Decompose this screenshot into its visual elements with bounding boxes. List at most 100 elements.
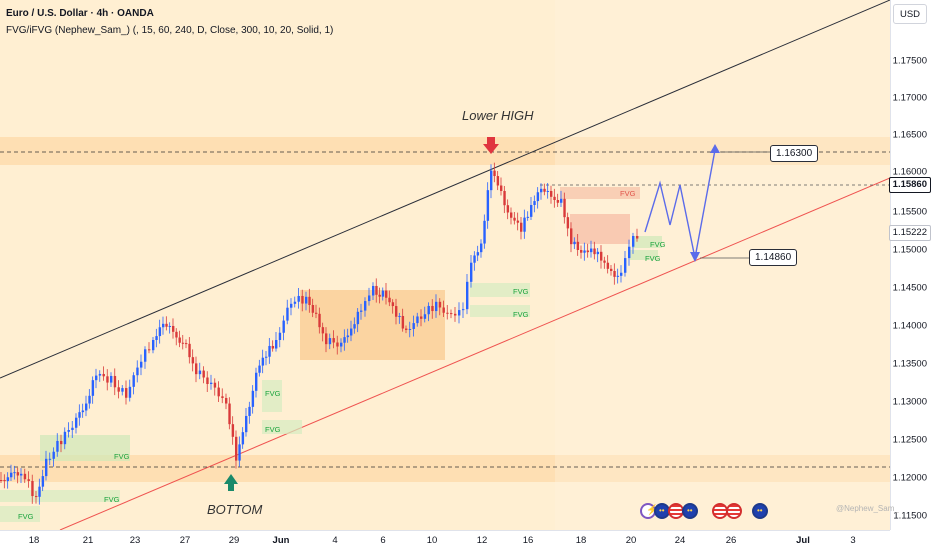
- bottom-arrow-head: [224, 474, 238, 484]
- candle-body: [261, 357, 265, 366]
- candle-body: [168, 325, 172, 327]
- candle-body: [305, 296, 308, 304]
- lower-high-arrow-stem: [487, 137, 495, 144]
- bottom-label: BOTTOM: [207, 502, 263, 517]
- candle-body: [381, 290, 385, 297]
- candle-body: [435, 301, 438, 312]
- price-tick: 1.16000: [892, 166, 927, 178]
- symbol-title[interactable]: Euro / U.S. Dollar · 4h · OANDA: [6, 8, 154, 19]
- candle-body: [375, 285, 378, 295]
- candle-body: [255, 372, 258, 391]
- candle-body: [241, 432, 245, 445]
- candle-body: [45, 458, 48, 477]
- time-tick: 18: [575, 535, 587, 546]
- candle-body: [466, 281, 469, 310]
- candle-body: [278, 332, 282, 340]
- eu-flag-icon[interactable]: ••: [682, 503, 698, 519]
- candle-body: [198, 370, 202, 375]
- currency-button[interactable]: USD: [893, 4, 927, 24]
- chart-plot-area[interactable]: [0, 0, 890, 530]
- candle-body: [540, 188, 543, 193]
- candle-body: [188, 343, 191, 358]
- candle-body: [121, 388, 124, 392]
- candle-body: [473, 255, 476, 263]
- candle-body: [458, 310, 461, 316]
- candle-body: [321, 327, 325, 334]
- candle-body: [606, 262, 610, 269]
- candle-body: [308, 296, 311, 305]
- candle-body: [102, 373, 105, 377]
- candle-body: [624, 258, 627, 273]
- candle-body: [438, 301, 442, 308]
- candle-body: [391, 302, 395, 307]
- projection-area: [555, 0, 890, 530]
- fvg-box: [470, 305, 530, 317]
- candle-body: [486, 190, 490, 221]
- candle-body: [493, 170, 496, 177]
- eu-flag-icon[interactable]: ••: [752, 503, 768, 519]
- candle-body: [325, 333, 328, 345]
- price-axis[interactable]: 1.17500 1.17000 1.16500 1.16000 1.15500 …: [888, 0, 932, 530]
- candle-body: [343, 337, 346, 343]
- candle-body: [583, 250, 586, 253]
- candle-body: [510, 212, 513, 218]
- candle-body: [95, 375, 98, 381]
- fvg-label: FVG: [114, 452, 130, 461]
- fvg-label: FVG: [513, 310, 529, 319]
- chart-svg[interactable]: [0, 0, 890, 530]
- candle-body: [632, 235, 635, 247]
- candle-body: [231, 424, 235, 437]
- candle-body: [442, 307, 445, 313]
- candle-body: [454, 313, 457, 316]
- candle-body: [106, 376, 109, 383]
- resistance-zone: [0, 137, 890, 165]
- candle-body: [346, 335, 350, 338]
- fvg-label: FVG: [265, 425, 281, 434]
- time-tick: 18: [28, 535, 40, 546]
- support-price-label[interactable]: 1.14860: [749, 249, 798, 266]
- candle-body: [38, 486, 41, 497]
- candle-body: [268, 345, 271, 357]
- candle-body: [251, 390, 255, 407]
- target-price-label[interactable]: 1.16300: [770, 145, 819, 162]
- candle-body: [162, 323, 165, 328]
- candle-body: [480, 243, 483, 253]
- candle-body: [372, 285, 375, 296]
- time-tick: 23: [129, 535, 141, 546]
- candle-body: [628, 246, 631, 259]
- candle-body: [0, 480, 3, 481]
- fvg-label: FVG: [513, 287, 529, 296]
- time-axis[interactable]: 18 21 23 27 29 Jun 4 6 10 12 16 18 20 24…: [0, 530, 890, 550]
- fvg-box: [570, 214, 630, 244]
- candle-body: [228, 403, 231, 425]
- candle-body: [265, 356, 268, 358]
- candle-body: [117, 387, 120, 392]
- candle-body: [593, 248, 596, 255]
- candle-body: [172, 325, 175, 332]
- candle-body: [27, 479, 30, 481]
- candle-body: [10, 472, 13, 478]
- candle-body: [85, 403, 88, 411]
- projection-arrow-down: [690, 252, 700, 262]
- bottom-arrow-stem: [228, 484, 234, 491]
- candle-body: [550, 190, 553, 197]
- author-watermark: @Nephew_Sam_: [836, 504, 899, 513]
- upper-channel-line: [0, 0, 890, 379]
- time-tick: 3: [850, 535, 856, 546]
- candle-body: [128, 386, 132, 398]
- indicator-legend[interactable]: FVG/iFVG (Nephew_Sam_) (, 15, 60, 240, D…: [6, 25, 334, 36]
- candle-body: [282, 320, 285, 333]
- candle-body: [490, 170, 493, 191]
- time-tick: Jun: [272, 535, 290, 546]
- candle-body: [483, 220, 486, 244]
- candle-body: [446, 312, 449, 314]
- candle-body: [500, 185, 503, 191]
- candle-body: [286, 307, 289, 321]
- candle-body: [6, 477, 10, 482]
- candle-body: [401, 315, 405, 329]
- candle-body: [16, 472, 20, 476]
- us-flag-icon[interactable]: [726, 503, 742, 519]
- fvg-label: FVG: [645, 254, 661, 263]
- candle-body: [516, 220, 520, 223]
